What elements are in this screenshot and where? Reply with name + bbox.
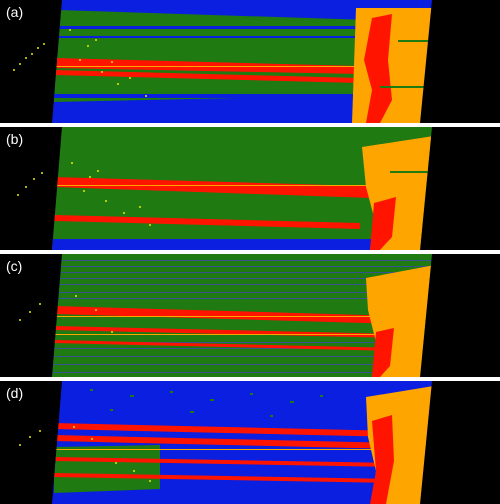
panel-label-b: (b): [6, 131, 24, 147]
classification-map-a: [13, 0, 432, 123]
panel-label-d: (d): [6, 385, 24, 401]
panel-a: (a): [0, 0, 500, 123]
panel-d: (d): [0, 381, 500, 504]
classification-map-b: [17, 127, 432, 250]
classification-map-d: [19, 381, 432, 504]
panel-label-a: (a): [6, 4, 24, 20]
panel-c: (c): [0, 254, 500, 377]
classification-map-c: [19, 254, 432, 377]
panel-label-c: (c): [6, 258, 23, 274]
panel-b: (b): [0, 127, 500, 250]
